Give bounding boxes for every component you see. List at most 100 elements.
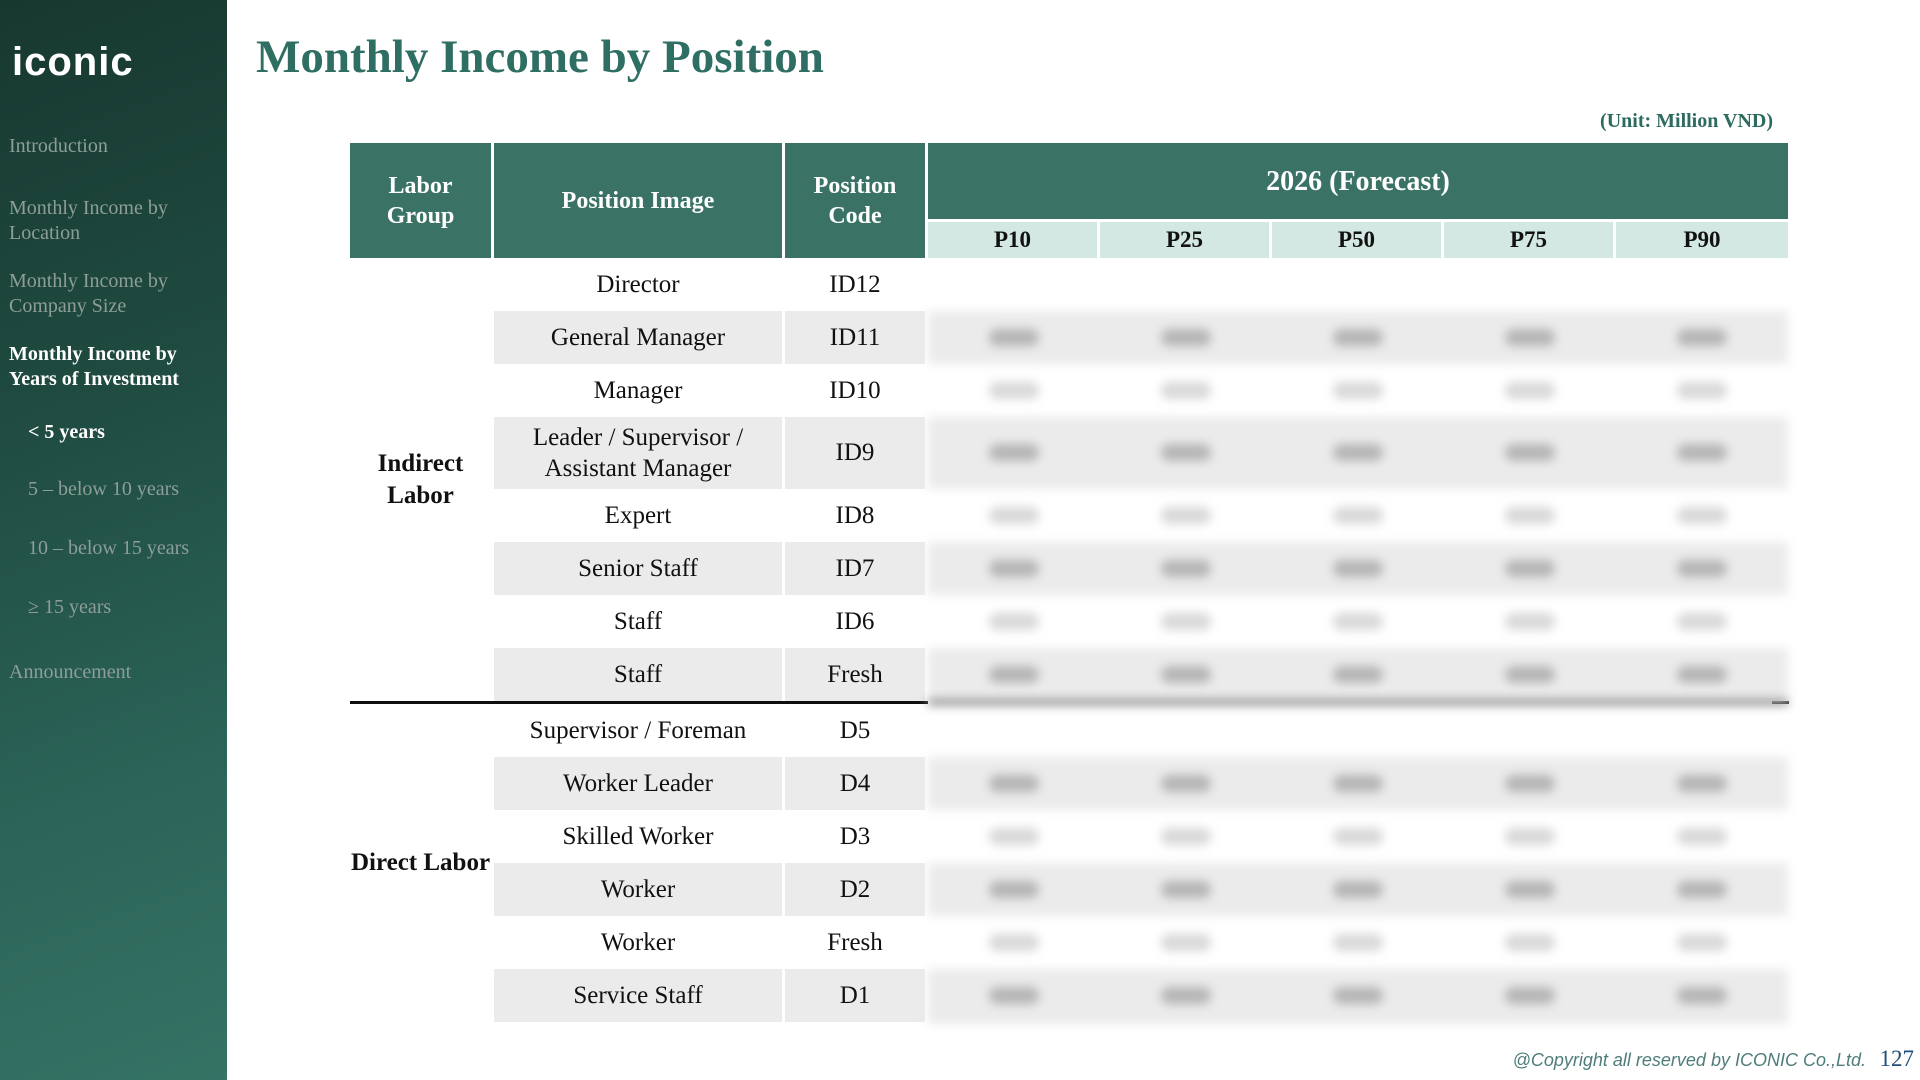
position-image-service-staff: Service Staff — [494, 969, 782, 1022]
blurred-value-smudge — [1161, 880, 1211, 898]
column-header-p90: P90 — [1616, 222, 1788, 258]
blurred-value-smudge — [989, 444, 1039, 461]
blurred-value-smudge — [1505, 827, 1555, 845]
blurred-value-smudge — [1677, 986, 1727, 1004]
blurred-value-smudge — [1677, 506, 1727, 524]
blurred-value-smudge — [989, 328, 1039, 346]
iconic-logo: iconic — [12, 40, 134, 84]
blurred-value-smudge — [1505, 381, 1555, 399]
blurred-value-smudge — [1161, 774, 1211, 792]
column-header-position-code: Position Code — [785, 143, 925, 258]
position-code-fresh-direct: Fresh — [827, 928, 883, 956]
blurred-value-smudge — [1505, 774, 1555, 792]
blurred-value-smudge — [1677, 559, 1727, 577]
blurred-value-smudge — [989, 774, 1039, 792]
sidebar-subitem-10-below-15-years[interactable]: 10 – below 15 years — [28, 537, 190, 559]
position-image-worker-fresh: Worker — [600, 928, 676, 956]
page-number: 127 — [1879, 1046, 1915, 1071]
column-header-2026-forecast: 2026 (Forecast) — [928, 143, 1788, 219]
position-code-d1: D1 — [785, 969, 925, 1022]
blurred-value-smudge — [989, 933, 1039, 951]
unit-note: (Unit: Million VND) — [1600, 110, 1773, 132]
blurred-value-smudge — [1333, 612, 1383, 630]
sidebar-subitem-5-below-10-years[interactable]: 5 – below 10 years — [28, 478, 180, 500]
position-image-director: Director — [596, 270, 680, 298]
blurred-value-smudge — [989, 880, 1039, 898]
blurred-value-smudge — [1505, 986, 1555, 1004]
position-image-expert: Expert — [604, 501, 672, 529]
position-image-leader-supervisor-assistant-manager: Leader / Supervisor / Assistant Manager — [494, 417, 782, 489]
blurred-value-smudge — [1161, 559, 1211, 577]
blurred-value-smudge — [1505, 444, 1555, 461]
position-code-fresh-indirect: Fresh — [785, 648, 925, 701]
blurred-value-smudge — [1677, 880, 1727, 898]
blurred-value-smudge — [1333, 880, 1383, 898]
blurred-value-smudge — [1333, 827, 1383, 845]
labor-group-divider-line — [350, 701, 928, 704]
blurred-value-smudge — [1161, 827, 1211, 845]
blurred-value-smudge — [1677, 774, 1727, 792]
blurred-value-smudge — [1161, 381, 1211, 399]
blurred-value-smudge — [989, 665, 1039, 683]
position-code-id11: ID11 — [785, 311, 925, 364]
sidebar-item-income-by-location[interactable]: Monthly Income by Location — [9, 197, 168, 244]
sidebar-item-income-by-company-size[interactable]: Monthly Income by Company Size — [9, 270, 168, 317]
blurred-value-smudge — [1505, 880, 1555, 898]
blurred-value-smudge — [1505, 612, 1555, 630]
position-code-d5: D5 — [839, 716, 871, 744]
blurred-value-smudge — [1677, 381, 1727, 399]
position-image-staff-fresh: Staff — [494, 648, 782, 701]
blurred-value-smudge — [1333, 559, 1383, 577]
column-header-p25: P25 — [1100, 222, 1269, 258]
blurred-value-smudge — [1161, 328, 1211, 346]
blurred-value-smudge — [1333, 986, 1383, 1004]
blurred-value-smudge — [1161, 444, 1211, 461]
position-code-id6: ID6 — [835, 607, 875, 635]
blurred-value-smudge — [1677, 827, 1727, 845]
blurred-value-smudge — [1333, 774, 1383, 792]
position-image-manager: Manager — [593, 376, 683, 404]
copyright-note: @Copyright all reserved by ICONIC Co.,Lt… — [1512, 1050, 1866, 1070]
blurred-value-smudge — [1333, 665, 1383, 683]
position-code-d2: D2 — [785, 863, 925, 916]
blurred-value-smudge — [1161, 933, 1211, 951]
blurred-value-smudge — [989, 559, 1039, 577]
column-header-position-image: Position Image — [494, 143, 782, 258]
blurred-value-smudge — [1677, 933, 1727, 951]
blurred-value-smudge — [1505, 328, 1555, 346]
forecast-values-blurred-region — [928, 258, 1788, 1024]
position-image-staff: Staff — [613, 607, 663, 635]
position-image-skilled-worker: Skilled Worker — [562, 822, 714, 850]
blurred-value-smudge — [1677, 612, 1727, 630]
blurred-value-smudge — [989, 827, 1039, 845]
blurred-value-smudge — [1677, 444, 1727, 461]
column-header-p10: P10 — [928, 222, 1097, 258]
blurred-value-smudge — [1333, 328, 1383, 346]
blurred-value-smudge — [1161, 665, 1211, 683]
blurred-value-smudge — [989, 506, 1039, 524]
position-code-d3: D3 — [839, 822, 871, 850]
sidebar-item-announcement[interactable]: Announcement — [9, 661, 132, 683]
blurred-value-smudge — [1677, 328, 1727, 346]
blurred-value-smudge — [1505, 559, 1555, 577]
sidebar-subitem-15-years-and-more[interactable]: ≥ 15 years — [28, 596, 112, 618]
position-image-senior-staff: Senior Staff — [494, 542, 782, 595]
column-header-labor-group: Labor Group — [350, 143, 491, 258]
page-title: Monthly Income by Position — [256, 31, 824, 83]
position-code-id7: ID7 — [785, 542, 925, 595]
blurred-value-smudge — [1333, 933, 1383, 951]
sidebar: iconic Introduction Monthly Income by Lo… — [0, 0, 227, 1080]
position-code-d4: D4 — [785, 757, 925, 810]
sidebar-item-income-by-years-of-investment[interactable]: Monthly Income by Years of Investment — [9, 343, 179, 390]
position-image-general-manager: General Manager — [494, 311, 782, 364]
column-header-p50: P50 — [1272, 222, 1441, 258]
position-code-id9: ID9 — [785, 417, 925, 489]
blurred-divider-line — [928, 701, 1788, 704]
blurred-value-smudge — [1161, 506, 1211, 524]
position-code-id10: ID10 — [829, 376, 881, 404]
blurred-value-smudge — [1677, 665, 1727, 683]
blurred-value-smudge — [1161, 612, 1211, 630]
sidebar-subitem-under-5-years[interactable]: < 5 years — [28, 421, 105, 443]
sidebar-item-introduction[interactable]: Introduction — [9, 135, 108, 157]
